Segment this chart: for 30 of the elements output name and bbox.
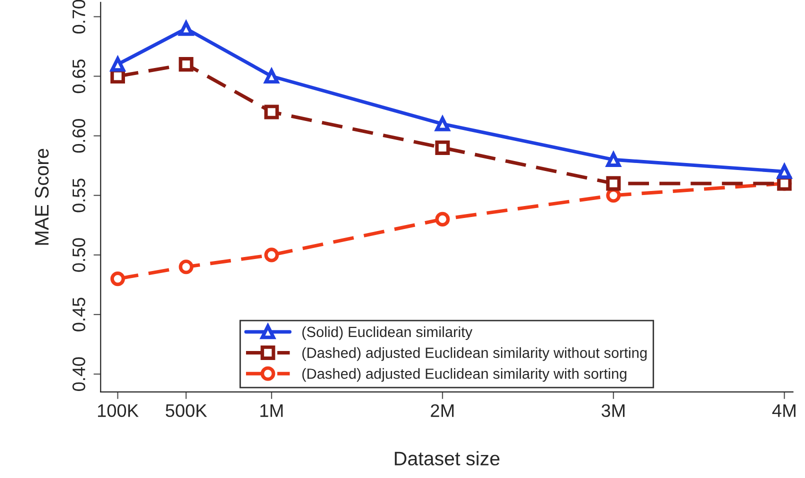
legend-label: (Dashed) adjusted Euclidean similarity without sorting [302, 347, 647, 361]
point [110, 271, 126, 286]
y-tick-label: 0.60 [72, 118, 86, 153]
y-tick-label: 0.50 [72, 238, 86, 272]
point [178, 260, 194, 274]
x-tick-label: 2M [430, 404, 454, 417]
point [264, 104, 279, 120]
point [606, 176, 621, 191]
point [777, 164, 792, 179]
x-tick-label: 3M [602, 404, 624, 418]
y-tick-label: 0.45 [72, 298, 86, 332]
point [435, 212, 450, 227]
y-axis-title: MAE Score [34, 148, 49, 245]
legend-label: (Dashed) adjusted Euclidean similarity with sorting [302, 368, 626, 382]
legend-label: (Solid) Euclidean similarity [302, 326, 472, 340]
point [435, 140, 450, 156]
point [606, 152, 621, 167]
x-tick-label: 100K [98, 404, 139, 418]
y-tick-label: 0.65 [72, 59, 86, 94]
y-tick-label: 0.70 [72, 0, 86, 34]
y-tick-label: 0.55 [72, 178, 86, 212]
point [178, 21, 194, 36]
x-tick-label: 1M [260, 404, 283, 417]
point [264, 68, 279, 84]
x-tick-label: 4M [772, 404, 796, 417]
point [178, 57, 194, 72]
point [264, 248, 279, 262]
x-tick-label: 500K [166, 404, 207, 418]
y-tick-label: 0.40 [72, 357, 86, 391]
x-axis-title: Dataset size [394, 451, 500, 466]
